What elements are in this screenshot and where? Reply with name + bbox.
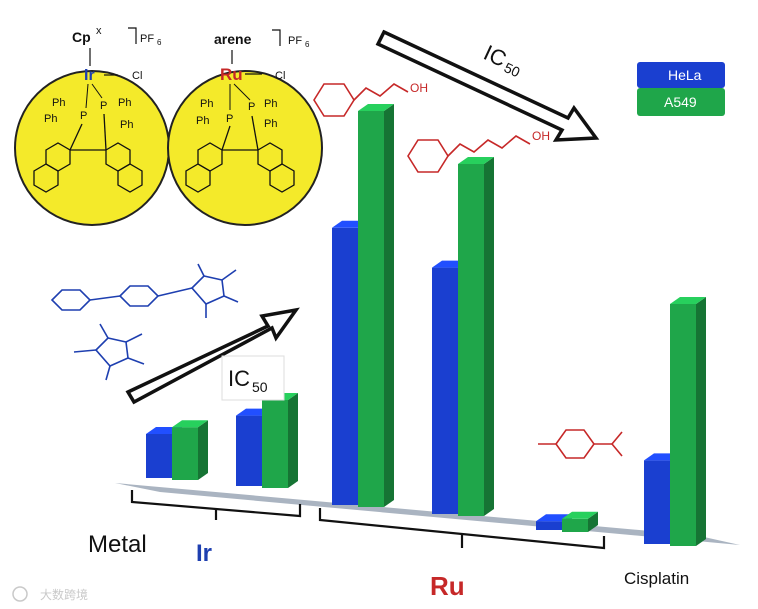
ir-p-2: P — [100, 100, 107, 112]
ir-top-ligand: Cp — [72, 29, 91, 45]
ru-group-label: Ru — [430, 571, 465, 601]
metal-label: Metal — [88, 531, 147, 558]
ru-halide: Cl — [275, 70, 285, 82]
ir-halide: Cl — [132, 70, 142, 82]
ic50-bottom-box — [221, 355, 285, 401]
ir-complex-structure: Cp x PF 6 Ir Cl Ph Ph P P Ph Ph — [14, 25, 170, 226]
legend-label-hela: HeLa — [668, 67, 702, 83]
group-brackets — [130, 490, 606, 550]
ir-counter-ion: PF — [140, 33, 154, 45]
ru-ph-4: Ph — [264, 118, 277, 130]
ru-ph-1: Ph — [200, 98, 213, 110]
legend-swatch-hela — [637, 62, 725, 88]
hydroxyl-label-1: OH — [410, 81, 428, 95]
ru-metal-symbol: Ru — [220, 65, 243, 84]
ru-counter-sub: 6 — [305, 40, 310, 49]
watermark: 大数跨境 — [12, 586, 88, 602]
ir-bracket — [128, 27, 137, 44]
legend-swatch-a549 — [637, 88, 725, 116]
ru-top-ligand: arene — [214, 31, 252, 47]
ic50-top-sub: 50 — [502, 59, 523, 80]
ru-ph-2: Ph — [196, 115, 209, 127]
bar-a549-5 — [562, 511, 598, 532]
hydroxyl-label-2: OH — [532, 129, 550, 143]
ic50-arrow-top: IC 50 — [375, 29, 600, 142]
watermark-text: 大数跨境 — [40, 587, 88, 602]
bar-a549-4 — [458, 157, 494, 516]
ir-counter-sub: 6 — [157, 38, 162, 47]
ru-complex-circle — [167, 70, 323, 226]
ir-p-1: P — [80, 110, 87, 122]
ru-p-1: P — [226, 113, 233, 125]
ic50-bottom-label: IC — [228, 366, 250, 391]
bars-group — [146, 104, 706, 546]
ru-complex-structure: arene PF 6 Ru Cl Ph Ph P P Ph Ph — [167, 29, 323, 226]
ru-p-2: P — [248, 101, 255, 113]
ru-ligand-structures — [313, 83, 623, 459]
ir-ph-3: Ph — [118, 97, 131, 109]
legend: HeLa A549 — [637, 62, 725, 116]
bar-a549-6 — [670, 297, 706, 546]
ic50-arrow-bottom: IC 50 — [125, 307, 300, 405]
watermark-logo-icon — [12, 586, 28, 602]
legend-label-a549: A549 — [664, 94, 697, 110]
ir-ph-1: Ph — [52, 97, 65, 109]
bar-a549-2 — [262, 393, 298, 488]
ir-top-sup: x — [96, 25, 102, 37]
ru-counter-ion: PF — [288, 35, 302, 47]
ic50-bottom-sub: 50 — [252, 379, 268, 395]
ir-metal-symbol: Ir — [84, 67, 95, 84]
ir-ph-2: Ph — [44, 113, 57, 125]
ir-group-label: Ir — [196, 540, 212, 567]
ru-ph-3: Ph — [264, 98, 277, 110]
cisplatin-label: Cisplatin — [624, 569, 689, 588]
bar-a549-3 — [358, 104, 394, 507]
bar-a549-1 — [172, 420, 208, 480]
ir-ligand-structures — [50, 263, 239, 381]
ir-ph-4: Ph — [120, 119, 133, 131]
ir-complex-circle — [14, 70, 170, 226]
ru-bracket — [272, 29, 281, 46]
